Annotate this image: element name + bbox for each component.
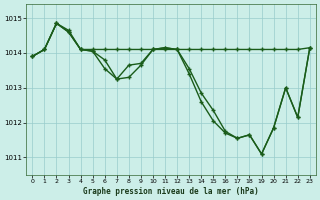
X-axis label: Graphe pression niveau de la mer (hPa): Graphe pression niveau de la mer (hPa)	[83, 187, 259, 196]
